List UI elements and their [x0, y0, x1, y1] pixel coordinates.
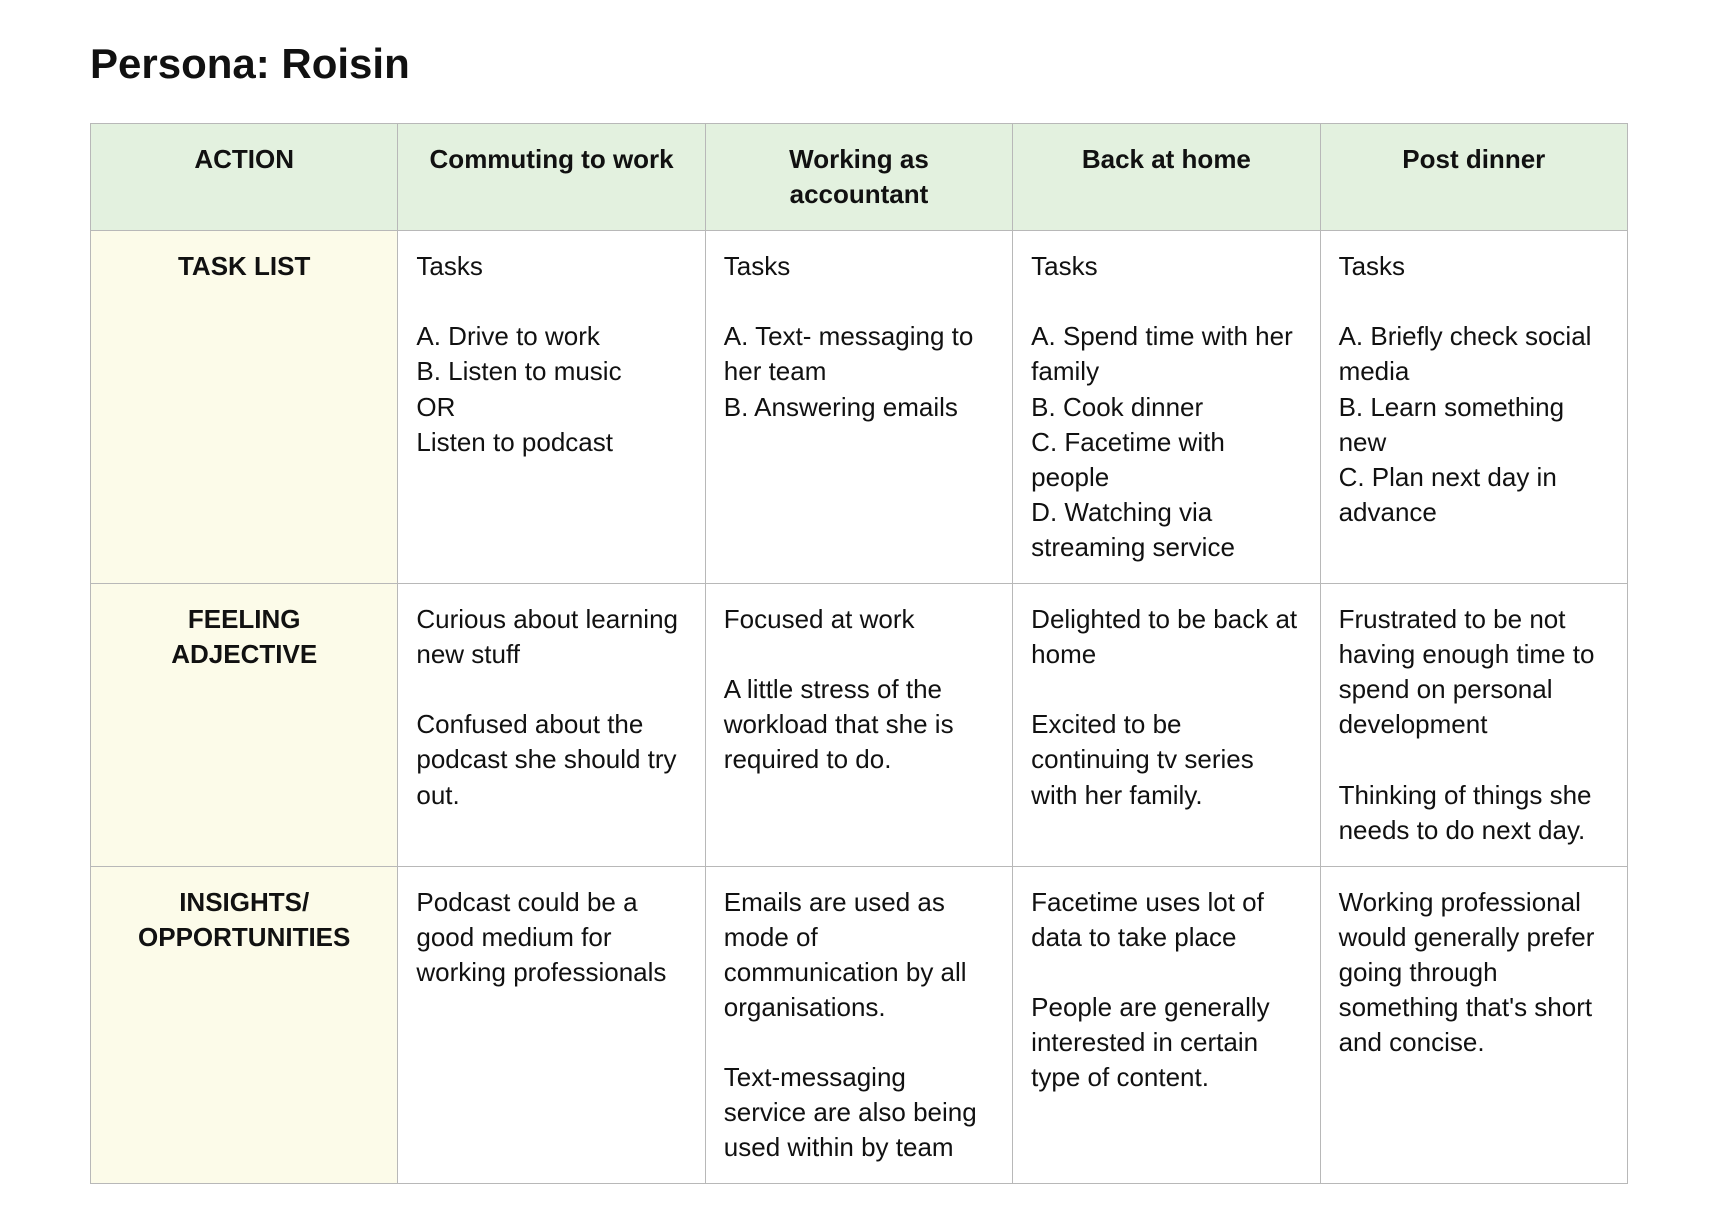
phase-header-post-dinner: Post dinner: [1320, 124, 1627, 231]
phase-header-home: Back at home: [1013, 124, 1320, 231]
phase-header-commuting: Commuting to work: [398, 124, 705, 231]
row-label-feeling: FEELING ADJECTIVE: [91, 584, 398, 867]
cell-insights-working: Emails are used as mode of communication…: [705, 866, 1012, 1184]
row-label-insights: INSIGHTS/ OPPORTUNITIES: [91, 866, 398, 1184]
cell-insights-home: Facetime uses lot of data to take place …: [1013, 866, 1320, 1184]
cell-task-working: Tasks A. Text- messaging to her team B. …: [705, 231, 1012, 584]
cell-insights-post-dinner: Working professional would generally pre…: [1320, 866, 1627, 1184]
cell-feeling-commuting: Curious about learning new stuff Confuse…: [398, 584, 705, 867]
cell-feeling-home: Delighted to be back at home Excited to …: [1013, 584, 1320, 867]
phase-header-working: Working as accountant: [705, 124, 1012, 231]
cell-task-post-dinner: Tasks A. Briefly check social media B. L…: [1320, 231, 1627, 584]
cell-insights-commuting: Podcast could be a good medium for worki…: [398, 866, 705, 1184]
cell-task-commuting: Tasks A. Drive to work B. Listen to musi…: [398, 231, 705, 584]
cell-feeling-working: Focused at work A little stress of the w…: [705, 584, 1012, 867]
action-header: ACTION: [91, 124, 398, 231]
row-insights: INSIGHTS/ OPPORTUNITIES Podcast could be…: [91, 866, 1628, 1184]
journey-map-table: ACTION Commuting to work Working as acco…: [90, 123, 1628, 1184]
row-task-list: TASK LIST Tasks A. Drive to work B. List…: [91, 231, 1628, 584]
row-feeling: FEELING ADJECTIVE Curious about learning…: [91, 584, 1628, 867]
page-title: Persona: Roisin: [90, 40, 1628, 88]
header-row: ACTION Commuting to work Working as acco…: [91, 124, 1628, 231]
row-label-task-list: TASK LIST: [91, 231, 398, 584]
page-container: Persona: Roisin ACTION Commuting to work…: [0, 0, 1718, 1224]
cell-feeling-post-dinner: Frustrated to be not having enough time …: [1320, 584, 1627, 867]
cell-task-home: Tasks A. Spend time with her family B. C…: [1013, 231, 1320, 584]
